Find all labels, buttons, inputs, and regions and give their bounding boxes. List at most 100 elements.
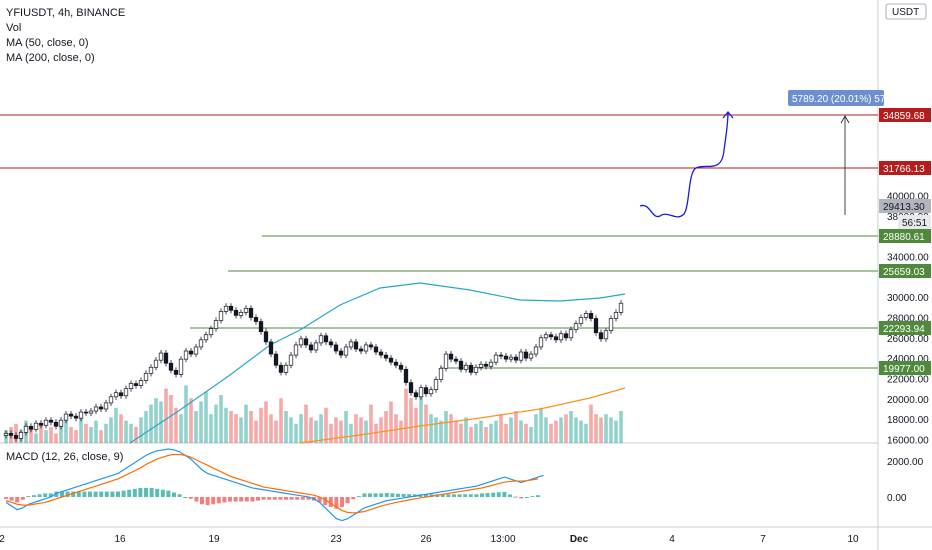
macd-histogram-bar bbox=[474, 494, 479, 497]
volume-bar bbox=[134, 427, 138, 443]
candle-body bbox=[338, 350, 344, 356]
candle-body bbox=[88, 410, 94, 414]
macd-histogram-bar bbox=[32, 495, 36, 497]
macd-histogram-bar bbox=[496, 492, 501, 497]
volume-bar bbox=[519, 420, 523, 443]
macd-histogram-bar bbox=[379, 493, 384, 497]
macd-histogram-bar bbox=[513, 496, 518, 498]
candle-body bbox=[548, 334, 554, 338]
candle-body bbox=[43, 419, 49, 426]
macd-histogram-bar bbox=[306, 497, 311, 500]
macd-histogram-bar bbox=[116, 491, 120, 497]
volume-bar bbox=[249, 411, 253, 443]
candle-body bbox=[203, 334, 209, 341]
macd-histogram-bar bbox=[183, 497, 188, 498]
candle-body bbox=[83, 411, 89, 414]
candle-body bbox=[618, 302, 624, 313]
time-tick-label: 26 bbox=[420, 534, 432, 545]
macd-histogram-bar bbox=[340, 497, 344, 507]
macd-indicator-label[interactable]: MACD (12, 26, close, 9) bbox=[6, 451, 124, 463]
volume-bar bbox=[189, 398, 193, 443]
candle-body bbox=[93, 406, 99, 412]
candle-body bbox=[568, 329, 574, 339]
volume-bar bbox=[234, 414, 238, 443]
volume-bar bbox=[469, 427, 473, 443]
volume-bar bbox=[614, 420, 618, 443]
volume-bar bbox=[114, 407, 118, 443]
volume-indicator-label[interactable]: Vol bbox=[6, 22, 22, 34]
candle-body bbox=[413, 392, 419, 398]
candle-body bbox=[493, 354, 499, 363]
time-tick-label: 19 bbox=[208, 534, 220, 545]
signal-line bbox=[5, 453, 539, 514]
price-tick-label: 16000.00 bbox=[887, 436, 929, 447]
volume-bar bbox=[544, 417, 548, 443]
volume-bar bbox=[179, 414, 183, 443]
macd-histogram-bar bbox=[480, 493, 484, 497]
price-tick-label: 30000.00 bbox=[887, 293, 929, 304]
volume-bar bbox=[34, 433, 38, 443]
projection-arrowhead bbox=[722, 110, 734, 119]
volume-bar bbox=[474, 423, 478, 443]
candle-body bbox=[18, 432, 24, 439]
macd-histogram-bar bbox=[205, 497, 210, 506]
candle-body bbox=[553, 336, 559, 341]
volume-bar bbox=[489, 423, 493, 443]
macd-histogram-bar bbox=[99, 491, 104, 497]
candle-body bbox=[488, 361, 494, 367]
volume-bar bbox=[419, 391, 423, 443]
candle-body bbox=[348, 341, 354, 348]
volume-bar bbox=[214, 404, 218, 443]
macd-histogram-bar bbox=[149, 487, 154, 497]
volume-bar bbox=[444, 411, 448, 443]
volume-bar bbox=[364, 420, 368, 443]
macd-histogram-bar bbox=[368, 493, 372, 497]
candle-body bbox=[48, 419, 54, 423]
volume-bar bbox=[64, 420, 68, 443]
candle-body bbox=[273, 353, 279, 366]
volume-bar bbox=[589, 404, 593, 443]
candle-body bbox=[373, 346, 379, 353]
price-level-tag-label: 28880.61 bbox=[883, 232, 925, 243]
candle-body bbox=[233, 309, 239, 316]
macd-histogram-bar bbox=[530, 496, 535, 498]
volume-bar bbox=[29, 427, 33, 443]
candle-body bbox=[163, 352, 169, 364]
volume-bar bbox=[49, 427, 53, 443]
volume-bar bbox=[384, 411, 388, 443]
volume-bar bbox=[394, 414, 398, 443]
volume-bar bbox=[199, 401, 203, 443]
macd-histogram-bar bbox=[160, 489, 165, 497]
symbol-title[interactable]: YFIUSDT, 4h, BINANCE bbox=[6, 7, 126, 19]
volume-bar bbox=[604, 414, 608, 443]
volume-bar bbox=[349, 423, 353, 443]
volume-bar bbox=[149, 404, 153, 443]
candle-body bbox=[63, 413, 69, 421]
current-price-tag bbox=[879, 199, 931, 213]
macd-histogram-bar bbox=[250, 497, 255, 502]
macd-histogram-bar bbox=[446, 494, 451, 497]
macd-histogram-bar bbox=[194, 497, 199, 502]
macd-histogram-bar bbox=[384, 493, 389, 497]
ma200-indicator-label[interactable]: MA (200, close, 0) bbox=[6, 52, 95, 64]
macd-histogram-bar bbox=[132, 488, 137, 497]
candle-body bbox=[293, 344, 299, 356]
volume-bar bbox=[579, 420, 583, 443]
price-tick-label: 26000.00 bbox=[887, 334, 929, 345]
volume-bar bbox=[294, 423, 298, 443]
macd-histogram-bar bbox=[54, 491, 59, 497]
candle-body bbox=[383, 354, 389, 359]
candle-body bbox=[208, 328, 214, 336]
candle-body bbox=[483, 363, 489, 367]
volume-bar bbox=[174, 407, 178, 443]
candle-body bbox=[148, 366, 154, 374]
ma50-indicator-label[interactable]: MA (50, close, 0) bbox=[6, 37, 89, 49]
volume-bar bbox=[339, 420, 343, 443]
volume-bar bbox=[169, 395, 173, 443]
volume-bar bbox=[569, 411, 573, 443]
macd-histogram-bar bbox=[396, 493, 400, 497]
candle-body bbox=[193, 346, 199, 355]
volume-bar bbox=[389, 401, 393, 443]
macd-histogram-bar bbox=[519, 497, 524, 499]
